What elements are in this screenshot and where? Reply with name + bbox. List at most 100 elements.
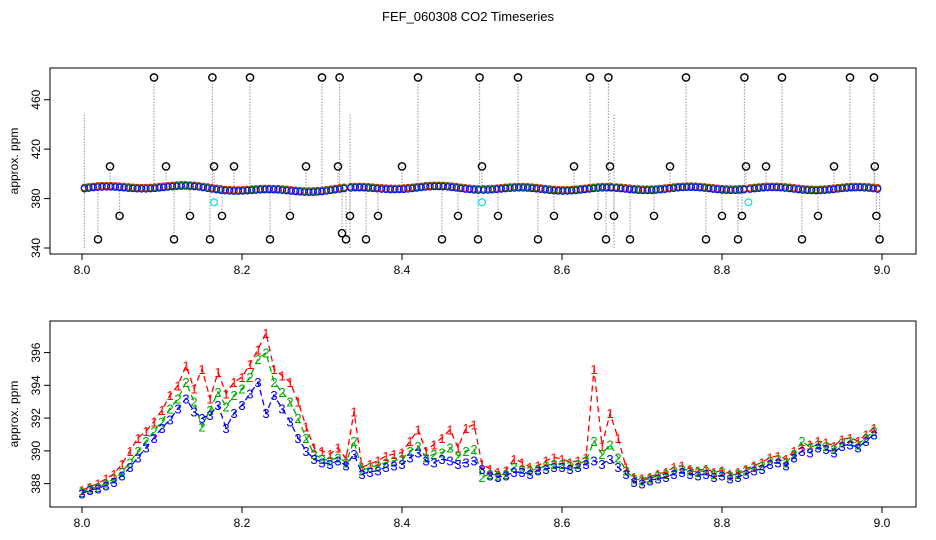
series-point-label: 3 [622, 467, 629, 482]
series-point-label: 1 [270, 362, 277, 377]
series-point-label: 1 [782, 452, 789, 467]
baseline-point [643, 186, 651, 195]
baseline-point [617, 184, 625, 193]
outlier-point [870, 162, 880, 171]
series-point-label: 3 [262, 406, 269, 421]
series-point-label: 1 [94, 477, 101, 492]
series-point-label: 1 [198, 362, 205, 377]
baseline-point [607, 184, 615, 192]
series-point-label: 3 [510, 465, 517, 480]
series-point-label: 1 [302, 419, 309, 434]
series-point-label: 3 [518, 465, 525, 480]
baseline-point [559, 187, 567, 195]
series-point-label: 2 [542, 459, 549, 474]
outlier-point [549, 211, 559, 221]
series-point-label: 3 [318, 455, 325, 470]
outlier-point [681, 73, 691, 82]
baseline-point [772, 183, 781, 192]
outlier-point [625, 235, 635, 244]
outlier-point [493, 211, 503, 221]
baseline-point [851, 184, 860, 192]
series-point-label: 3 [334, 454, 341, 469]
baseline-point [426, 183, 434, 191]
outlier-point [185, 211, 195, 221]
series-point-label: 3 [590, 454, 597, 469]
y-tick-label: 460 [29, 89, 43, 109]
series-point-label: 2 [622, 464, 629, 479]
series-point-label: 2 [518, 462, 525, 477]
series-point-label: 2 [286, 395, 293, 410]
x-tick-label: 8.6 [554, 263, 571, 277]
baseline-point [838, 184, 847, 193]
baseline-point [554, 187, 563, 195]
series-point-label: 1 [846, 431, 853, 446]
series-point-label: 1 [822, 436, 829, 451]
series-point-label: 2 [358, 464, 365, 479]
series-point-label: 2 [510, 460, 517, 475]
series-point-label: 1 [854, 434, 861, 449]
outlier-point [737, 211, 747, 221]
outlier-point [585, 73, 595, 82]
series-point-label: 1 [774, 449, 781, 464]
series-point-label: 1 [174, 378, 181, 393]
series-point-label: 2 [302, 431, 309, 446]
outlier-point [229, 162, 239, 171]
baseline-point [519, 184, 527, 192]
baseline-point [133, 185, 141, 193]
series-point-label: 1 [86, 480, 93, 495]
series-point-label: 3 [822, 442, 829, 457]
outlier-point [345, 211, 355, 221]
baseline-point [639, 186, 647, 195]
baseline-point [80, 185, 89, 193]
baseline-point [399, 185, 408, 194]
bottom-x-axis: 8.0 8.2 8.4 8.6 8.8 9.0 [74, 507, 891, 530]
baseline-point [785, 184, 794, 193]
series-point-label: 1 [102, 472, 109, 487]
series-point-label: 3 [462, 455, 469, 470]
series-point-label: 3 [534, 464, 541, 479]
series-point-label: 1 [558, 452, 565, 467]
baseline-point [107, 183, 115, 191]
series-point-label: 3 [846, 437, 853, 452]
outlier-point [717, 211, 727, 221]
outlier-point [337, 228, 347, 238]
series-point-label: 1 [870, 421, 877, 436]
baseline-point [465, 185, 474, 194]
baseline-point [598, 184, 607, 192]
baseline-point [567, 187, 576, 195]
series-point-label: 1 [118, 457, 125, 472]
series-point-label: 3 [454, 457, 461, 472]
series-point-label: 2 [766, 454, 773, 469]
baseline-point [395, 185, 403, 194]
series-point-label: 2 [422, 450, 429, 465]
outlier-point [593, 211, 603, 221]
series-point-label: 2 [374, 459, 381, 474]
series-point-label: 2 [214, 385, 221, 400]
series-point-label: 3 [206, 408, 213, 423]
series-point-label: 2 [582, 454, 589, 469]
series-point-label: 3 [702, 467, 709, 482]
series-point-label: 3 [238, 398, 245, 413]
series-point-label: 1 [862, 427, 869, 442]
series-point-label: 1 [238, 370, 245, 385]
series-point-label: 2 [150, 424, 157, 439]
series-point-label: 3 [470, 454, 477, 469]
baseline-point [265, 185, 273, 194]
series-point-label: 1 [830, 439, 837, 454]
series-point-label: 1 [838, 432, 845, 447]
series-point-label: 2 [862, 431, 869, 446]
series-point-label: 1 [278, 369, 285, 384]
series-point-label: 1 [518, 455, 525, 470]
baseline-point [435, 182, 443, 191]
series-point-label: 1 [598, 439, 605, 454]
series-point-label: 2 [86, 482, 93, 497]
baseline-point [488, 186, 497, 194]
series-point-label: 3 [678, 465, 685, 480]
baseline-point [203, 184, 212, 193]
series-point-label: 2 [758, 459, 765, 474]
series-point-label: 2 [342, 455, 349, 470]
series-point-label: 1 [542, 454, 549, 469]
x-tick-label: 9.0 [874, 516, 891, 530]
top-plot-frame [49, 67, 917, 255]
